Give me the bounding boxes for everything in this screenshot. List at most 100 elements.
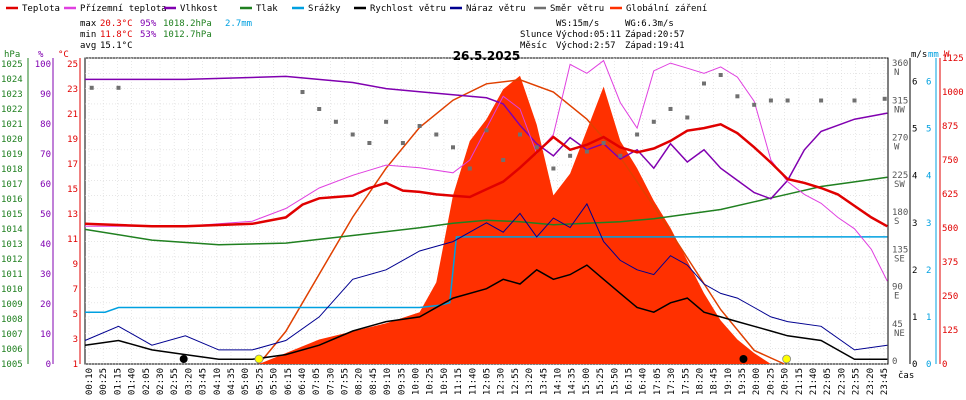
axis-pct-tick: 10 [40, 330, 51, 340]
axis-dir-tick: 135 [892, 245, 908, 255]
axis-hpa-tick: 1007 [1, 330, 23, 340]
info-sunrise: Východ:05:11 [556, 30, 621, 40]
wind-direction-point [333, 119, 338, 124]
x-tick-label: 11:40 [468, 368, 478, 395]
x-tick-label: 06:15 [284, 368, 294, 395]
axis-rain-tick: 4 [926, 172, 931, 182]
axis-dir-label: E [894, 292, 899, 302]
info-sunset: Západ:20:57 [625, 30, 685, 40]
sunset-marker [782, 354, 792, 364]
axis-hpa-tick: 1015 [1, 210, 23, 220]
x-tick-label: 08:20 [355, 368, 365, 395]
axis-temp-tick: 23 [67, 85, 78, 95]
axis-wpm-tick: 1000 [942, 88, 964, 98]
wind-direction-point [501, 158, 506, 162]
axis-temp-tick: 19 [67, 135, 78, 145]
wind-direction-point [702, 81, 706, 86]
axis-temp-tick: 21 [67, 110, 78, 120]
info-sun-label: Slunce [520, 30, 553, 40]
axis-dir-tick: 0 [892, 357, 897, 367]
x-tick-label: 18:20 [695, 368, 705, 395]
axis-pct-tick: 60 [40, 180, 51, 190]
legend-label: Vlhkost [180, 4, 218, 14]
x-tick-label: 01:15 [113, 368, 123, 395]
x-tick-label: 12:55 [511, 368, 521, 395]
x-tick-label: 03:20 [184, 368, 194, 395]
wind-direction-point [367, 141, 372, 145]
wind-gust-line [84, 202, 888, 351]
axis-dir-tick: 180 [892, 208, 908, 218]
legend-label: Náraz větru [466, 4, 526, 14]
axis-hpa-tick: 1025 [1, 60, 23, 70]
wind-direction-point [768, 98, 773, 103]
wind-direction-point [752, 102, 757, 107]
info-ws: WS:15m/s [556, 19, 599, 29]
wind-speed-line [84, 264, 888, 361]
axis-dir-label: S [894, 217, 899, 227]
axis-ms-tick: 3 [912, 219, 917, 229]
axis-ms-tick: 4 [912, 172, 917, 182]
axis-pct-unit: % [38, 50, 44, 60]
axis-hpa-tick: 1010 [1, 285, 23, 295]
x-tick-label: 12:30 [497, 368, 507, 395]
axis-wpm-tick: 1125 [942, 54, 964, 64]
x-tick-label: 06:40 [298, 368, 308, 395]
axis-dir-label: NE [894, 329, 905, 339]
axis-pct-tick: 40 [40, 240, 51, 250]
wind-direction-point [518, 132, 522, 137]
legend-label: Směr větru [550, 4, 604, 14]
wind-direction-point [618, 153, 623, 158]
axis-wpm-tick: 375 [942, 258, 958, 268]
x-tick-label: 20:50 [781, 368, 791, 395]
axis-temp-tick: 17 [67, 160, 78, 170]
x-tick-label: 09:35 [397, 368, 407, 395]
x-tick-label: 05:50 [270, 368, 280, 395]
axis-hpa-tick: 1017 [1, 180, 23, 190]
x-tick-label: 02:55 [170, 368, 180, 395]
axis-wpm-tick: 125 [942, 326, 958, 336]
axis-rain-tick: 2 [926, 266, 931, 276]
wind-direction-point [668, 107, 673, 111]
x-tick-label: 11:15 [454, 368, 464, 395]
axis-pct-tick: 20 [40, 300, 51, 310]
wind-direction-point [534, 145, 539, 150]
x-tick-label: 14:35 [568, 368, 578, 395]
axis-pct-tick: 50 [40, 210, 51, 220]
axis-pct-tick: 90 [40, 90, 51, 100]
stats-avg-temp: 15.1°C [100, 41, 133, 51]
axis-hpa-tick: 1013 [1, 240, 23, 250]
wind-direction-point [317, 107, 322, 111]
x-tick-label: 17:05 [653, 368, 663, 395]
info-moon-label: Měsíc [520, 41, 547, 51]
wind-direction-point [882, 96, 887, 101]
humidity-line [85, 75, 888, 200]
x-tick-label: 20:00 [752, 368, 762, 395]
axis-hpa-tick: 1005 [1, 360, 23, 370]
wind-direction-point [384, 119, 389, 124]
axis-hpa-tick: 1023 [1, 90, 23, 100]
legend-label: Globální záření [626, 4, 707, 14]
x-tick-label: 05:25 [255, 368, 265, 395]
axis-pct-tick: 30 [40, 270, 51, 280]
wind-direction-point [651, 119, 656, 124]
stats-min-label: min [80, 30, 96, 40]
axis-dir-label: NW [894, 105, 905, 115]
axis-dir-label: N [894, 68, 899, 78]
axis-temp-tick: 11 [67, 235, 78, 245]
wind-direction-point [635, 132, 640, 137]
axis-hpa-tick: 1018 [1, 165, 23, 175]
axis-dir-tick: 315 [892, 96, 908, 106]
x-tick-label: 22:55 [852, 368, 862, 395]
axis-hpa-tick: 1006 [1, 345, 23, 355]
stats-min-temp: 11.8°C [100, 30, 133, 40]
wind-direction-point [568, 153, 573, 158]
stats-min-hum: 53% [140, 30, 157, 40]
x-tick-label: 04:35 [227, 368, 237, 395]
x-tick-label: 21:15 [795, 368, 805, 395]
stats-max-label: max [80, 19, 97, 29]
x-tick-label: 07:30 [326, 368, 336, 395]
axis-wpm-tick: 0 [942, 360, 947, 370]
x-tick-label: 07:05 [312, 368, 322, 395]
axis-temp-tick: 5 [73, 310, 78, 320]
